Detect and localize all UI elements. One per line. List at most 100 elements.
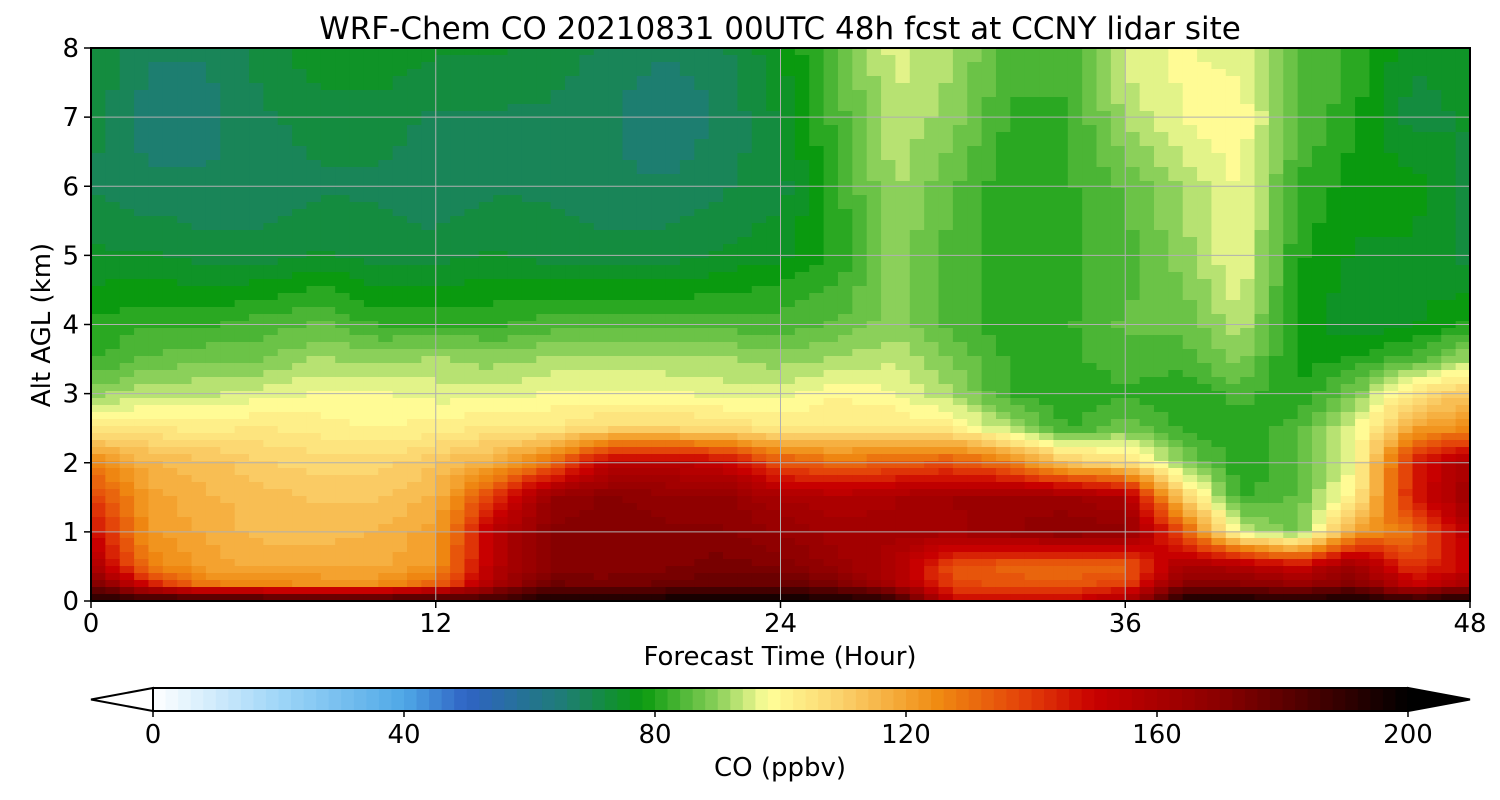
contour-cell <box>177 391 193 399</box>
contour-cell <box>866 377 882 385</box>
contour-cell <box>1311 111 1328 119</box>
contour-cell <box>464 391 480 399</box>
contour-cell <box>565 188 581 196</box>
contour-cell <box>952 293 968 301</box>
contour-cell <box>1010 258 1026 266</box>
contour-cell <box>593 258 609 266</box>
contour-cell <box>737 363 753 371</box>
contour-cell <box>1355 48 1371 56</box>
contour-cell <box>1254 391 1270 399</box>
contour-cell <box>1197 62 1213 70</box>
contour-cell <box>1398 349 1414 357</box>
contour-cell <box>938 405 954 413</box>
contour-cell <box>1125 391 1141 399</box>
contour-cell <box>1441 293 1457 301</box>
contour-cell <box>981 391 997 399</box>
contour-cell <box>220 83 236 91</box>
contour-cell <box>579 356 595 364</box>
contour-cell <box>263 153 279 161</box>
contour-cell <box>91 216 107 224</box>
contour-cell <box>435 55 451 63</box>
contour-cell <box>866 209 882 217</box>
contour-cell <box>1139 174 1155 182</box>
contour-cell <box>780 314 796 322</box>
contour-cell <box>493 76 509 84</box>
contour-cell <box>995 356 1012 364</box>
contour-cell <box>1297 146 1313 154</box>
contour-cell <box>1024 335 1040 343</box>
contour-cell <box>335 237 351 245</box>
contour-cell <box>1383 363 1399 371</box>
contour-cell <box>1369 356 1385 364</box>
contour-cell <box>665 391 681 399</box>
contour-cell <box>1355 279 1371 287</box>
contour-cell <box>205 160 221 168</box>
contour-cell <box>636 335 652 343</box>
contour-cell <box>1297 335 1313 343</box>
contour-cell <box>1398 279 1414 287</box>
contour-cell <box>1426 48 1442 56</box>
contour-cell <box>809 216 825 224</box>
contour-cell <box>1268 202 1284 210</box>
contour-cell <box>249 83 265 91</box>
contour-cell <box>507 167 523 175</box>
contour-cell <box>1197 90 1213 98</box>
contour-cell <box>1168 146 1184 154</box>
contour-cell <box>1053 384 1069 392</box>
contour-cell <box>134 342 150 350</box>
contour-cell <box>823 132 839 140</box>
contour-cell <box>134 139 150 147</box>
contour-cell <box>478 258 494 266</box>
contour-cell <box>162 118 178 126</box>
contour-cell <box>1326 342 1342 350</box>
contour-cell <box>320 370 336 378</box>
contour-cell <box>493 293 509 301</box>
contour-cell <box>737 195 753 203</box>
contour-cell <box>1225 160 1241 168</box>
contour-cell <box>995 90 1012 98</box>
contour-cell <box>593 342 609 350</box>
contour-cell <box>1383 132 1399 140</box>
contour-cell <box>320 69 336 77</box>
contour-cell <box>1355 356 1371 364</box>
contour-cell <box>220 174 236 182</box>
contour-cell <box>134 230 150 238</box>
contour-cell <box>1412 258 1428 266</box>
contour-cell <box>608 167 624 175</box>
contour-cell <box>119 153 135 161</box>
contour-cell <box>1268 209 1284 217</box>
contour-cell <box>493 209 509 217</box>
contour-cell <box>1311 307 1328 315</box>
contour-cell <box>134 223 150 231</box>
contour-cell <box>766 55 782 63</box>
contour-cell <box>1024 265 1040 273</box>
contour-cell <box>565 167 581 175</box>
contour-cell <box>550 300 566 308</box>
contour-cell <box>507 48 523 56</box>
contour-cell <box>1053 90 1069 98</box>
contour-cell <box>1039 335 1055 343</box>
contour-cell <box>1039 125 1055 133</box>
contour-cell <box>306 265 322 273</box>
contour-cell <box>665 237 681 245</box>
contour-cell <box>306 111 322 119</box>
contour-cell <box>1168 272 1184 280</box>
contour-cell <box>1125 111 1141 119</box>
contour-cell <box>1125 230 1141 238</box>
contour-cell <box>1340 391 1356 399</box>
contour-cell <box>1053 363 1069 371</box>
contour-cell <box>565 83 581 91</box>
contour-cell <box>435 153 451 161</box>
contour-cell <box>780 90 796 98</box>
contour-cell <box>450 349 466 357</box>
contour-cell <box>521 377 537 385</box>
contour-cell <box>162 251 178 259</box>
contour-cell <box>823 62 839 70</box>
contour-cell <box>823 76 839 84</box>
contour-cell <box>737 209 753 217</box>
contour-cell <box>1182 104 1198 112</box>
contour-cell <box>881 230 897 238</box>
contour-cell <box>263 244 279 252</box>
contour-cell <box>1426 167 1442 175</box>
contour-cell <box>306 279 322 287</box>
